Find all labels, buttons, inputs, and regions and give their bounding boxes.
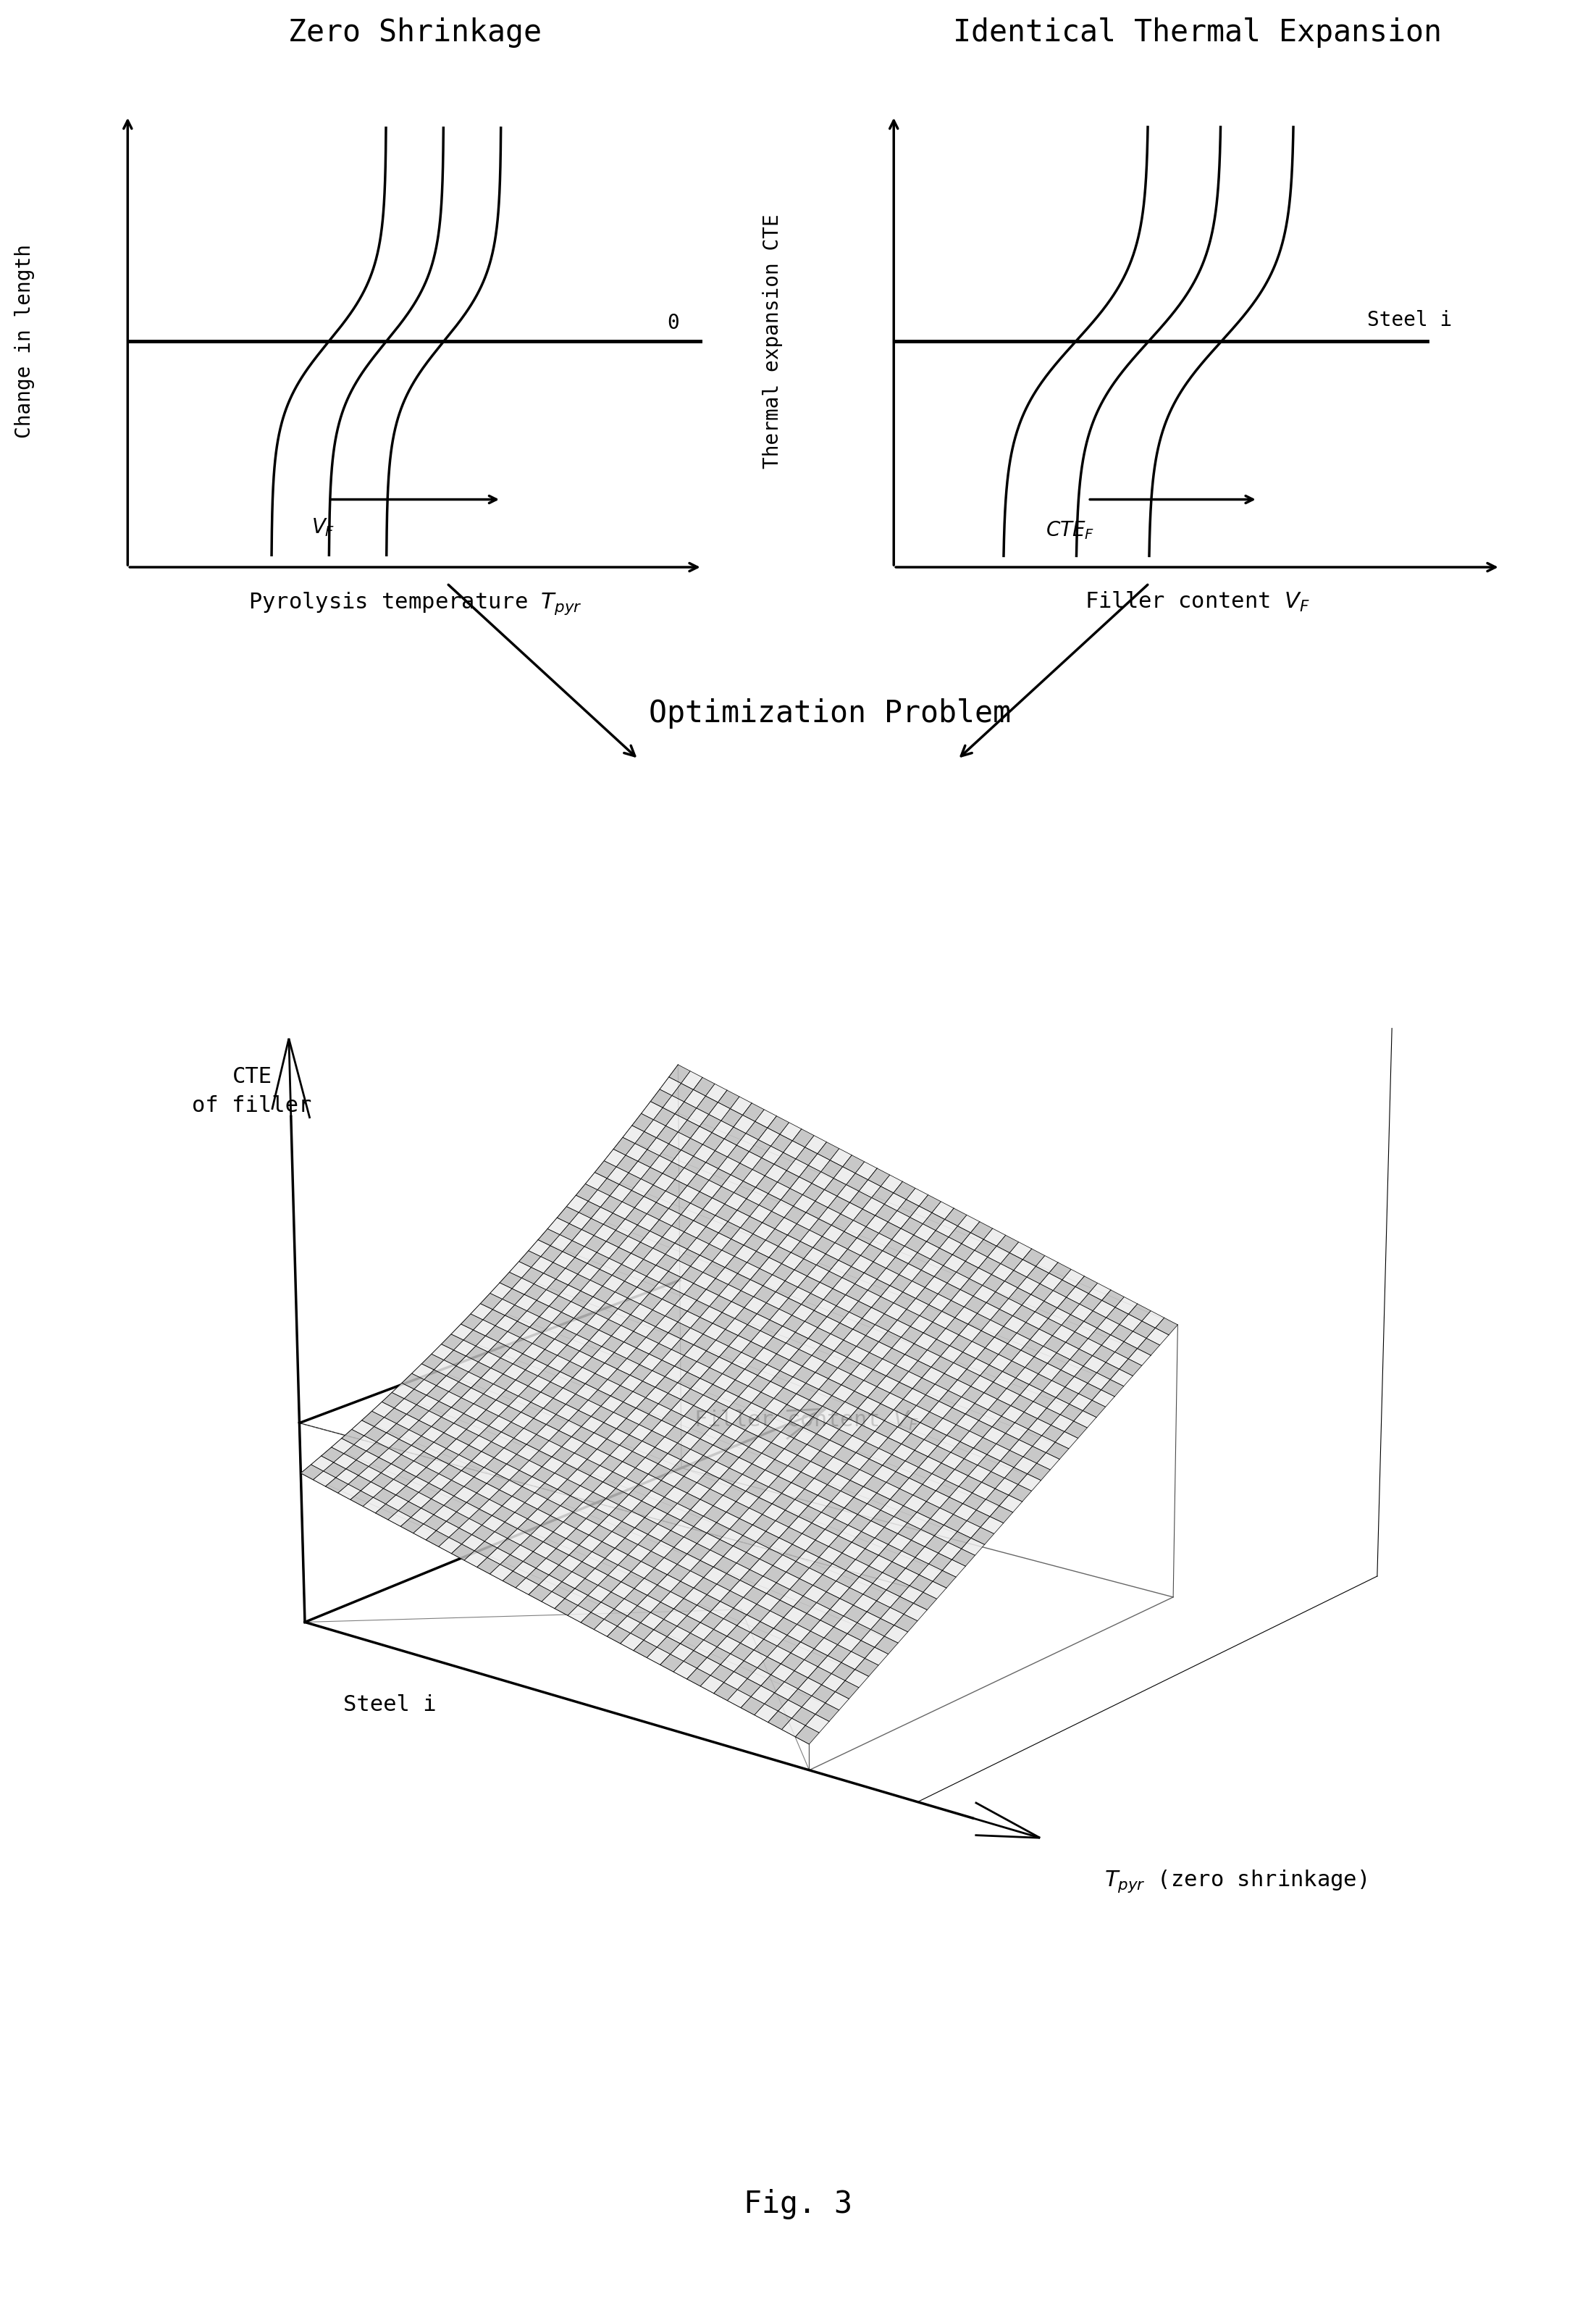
Text: Pyrolysis temperature $T_{pyr}$: Pyrolysis temperature $T_{pyr}$	[247, 590, 583, 616]
Text: Thermal expansion CTE: Thermal expansion CTE	[763, 213, 782, 470]
Text: $V_F$: $V_F$	[311, 516, 335, 537]
Text: Zero Shrinkage: Zero Shrinkage	[289, 19, 541, 49]
Text: $CTE_F$: $CTE_F$	[1045, 519, 1095, 542]
Text: Steel i: Steel i	[1366, 310, 1452, 331]
Text: Fig. 3: Fig. 3	[744, 2188, 852, 2220]
Text: Filler content $V_F$: Filler content $V_F$	[1084, 590, 1310, 613]
Text: 0: 0	[667, 313, 680, 333]
Text: Optimization Problem: Optimization Problem	[650, 699, 1010, 729]
Text: Identical Thermal Expansion: Identical Thermal Expansion	[953, 19, 1441, 49]
Text: Change in length: Change in length	[14, 245, 35, 438]
